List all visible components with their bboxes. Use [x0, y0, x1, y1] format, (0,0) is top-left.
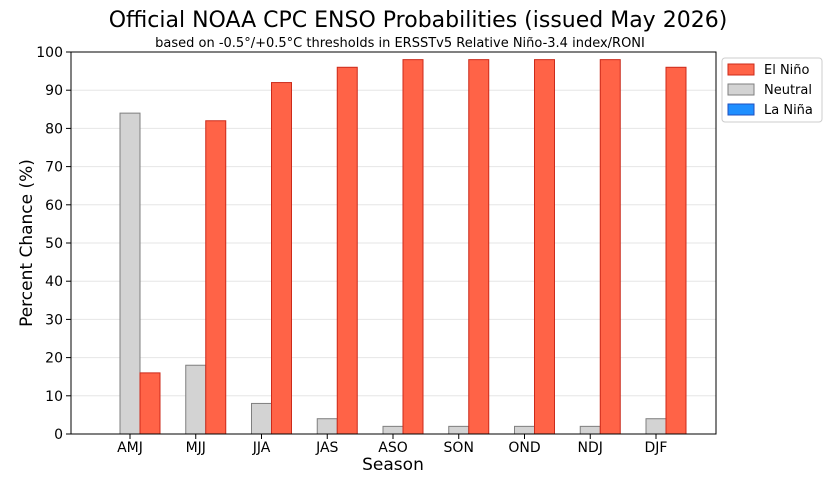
bar-neutral-jas	[316, 418, 338, 435]
legend-label: El Niño	[764, 63, 810, 78]
y-tick-label: 100	[36, 45, 63, 61]
x-tick-label: SON	[444, 440, 474, 456]
legend-swatch	[727, 83, 755, 96]
x-tick-label: AMJ	[117, 440, 143, 456]
y-tick-label: 40	[45, 274, 63, 290]
legend-label: La Niña	[764, 103, 813, 118]
x-axis-ticks: AMJ MJJ JJA JAS ASO SON OND NDJ DJF	[117, 434, 667, 456]
bar-el-ni-o-amj	[139, 372, 161, 435]
bar-el-ni-o-jas	[336, 66, 358, 435]
bar-el-ni-o-aso	[402, 59, 424, 435]
x-axis-label: Season	[362, 455, 424, 474]
bar-neutral-amj	[119, 112, 141, 435]
bar-neutral-son	[448, 425, 470, 435]
y-tick-label: 90	[45, 83, 63, 99]
y-axis-label: Percent Chance (%)	[17, 159, 37, 327]
legend-swatch	[727, 63, 755, 76]
x-tick-label: OND	[508, 440, 540, 456]
bar-el-ni-o-ndj	[599, 59, 621, 435]
bar-neutral-djf	[645, 418, 667, 435]
legend: El Niño Neutral La Niña	[721, 57, 823, 123]
x-tick-label: MJJ	[186, 440, 206, 456]
bar-el-ni-o-son	[468, 59, 490, 435]
y-tick-label: 60	[45, 198, 63, 214]
x-tick-label: ASO	[378, 440, 407, 456]
y-tick-label: 30	[45, 312, 63, 328]
bar-el-ni-o-mjj	[205, 120, 227, 435]
y-tick-label: 0	[54, 427, 63, 443]
x-tick-label: JJA	[252, 440, 271, 456]
bar-neutral-aso	[382, 425, 404, 435]
x-tick-label: NDJ	[578, 440, 603, 456]
bar-el-ni-o-ond	[534, 59, 555, 435]
bar-neutral-mjj	[185, 364, 207, 435]
y-tick-label: 20	[45, 351, 63, 367]
y-tick-label: 10	[45, 389, 63, 405]
chart-subtitle: based on -0.5°/+0.5°C thresholds in ERSS…	[155, 36, 645, 51]
bar-neutral-jja	[251, 402, 272, 435]
bar-el-ni-o-jja	[271, 82, 292, 435]
chart-title: Official NOAA CPC ENSO Probabilities (is…	[109, 8, 728, 33]
y-tick-label: 80	[45, 121, 63, 137]
legend-swatch	[727, 103, 755, 116]
bar-neutral-ndj	[579, 425, 601, 435]
y-tick-label: 50	[45, 236, 63, 252]
legend-label: Neutral	[764, 83, 812, 98]
y-tick-label: 70	[45, 160, 63, 176]
bar-neutral-ond	[514, 425, 535, 435]
bars	[119, 59, 687, 435]
bar-el-ni-o-djf	[665, 66, 687, 435]
x-tick-label: JAS	[315, 440, 338, 456]
x-tick-label: DJF	[645, 440, 668, 456]
y-axis-ticks: 0 10 20 30 40 50 60 70 80 90 100	[36, 45, 71, 443]
